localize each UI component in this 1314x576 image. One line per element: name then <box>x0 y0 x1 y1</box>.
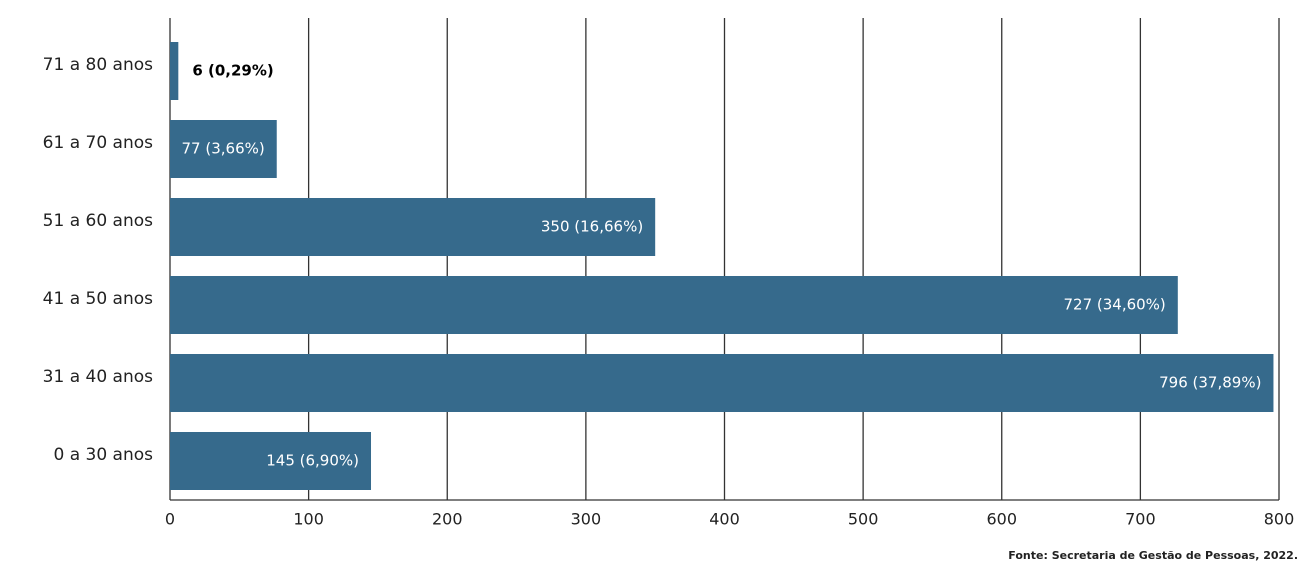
x-tick-label: 500 <box>848 510 879 529</box>
bar <box>170 120 277 178</box>
x-tick-label: 700 <box>1125 510 1156 529</box>
y-tick-label: 0 a 30 anos <box>53 445 153 465</box>
value-label: 145 (6,90%) <box>266 452 359 470</box>
source: Fonte: Secretaria de Gestão de Pessoas, … <box>1008 549 1298 562</box>
x-tick-label: 800 <box>1264 510 1295 529</box>
value-label: 77 (3,66%) <box>182 140 265 158</box>
x-tick-label: 300 <box>571 510 602 529</box>
y-tick-label: 61 a 70 anos <box>43 133 153 153</box>
value-label: 727 (34,60%) <box>1063 296 1165 314</box>
bar <box>170 354 1274 412</box>
value-label: 350 (16,66%) <box>541 218 643 236</box>
value-label: 6 (0,29%) <box>192 62 273 80</box>
x-tick-label: 100 <box>293 510 324 529</box>
x-tick-label: 400 <box>709 510 740 529</box>
bar <box>170 42 179 100</box>
x-tick-label: 600 <box>986 510 1017 529</box>
bar <box>170 432 372 490</box>
x-tick-label: 200 <box>432 510 463 529</box>
y-tick-label: 31 a 40 anos <box>43 367 153 387</box>
bar <box>170 276 1178 334</box>
y-tick-label: 41 a 50 anos <box>43 289 153 309</box>
x-tick-label: 0 <box>165 510 175 529</box>
y-tick-label: 71 a 80 anos <box>43 55 153 75</box>
value-label: 796 (37,89%) <box>1159 374 1261 392</box>
y-tick-label: 51 a 60 anos <box>43 211 153 231</box>
bar <box>170 198 656 256</box>
